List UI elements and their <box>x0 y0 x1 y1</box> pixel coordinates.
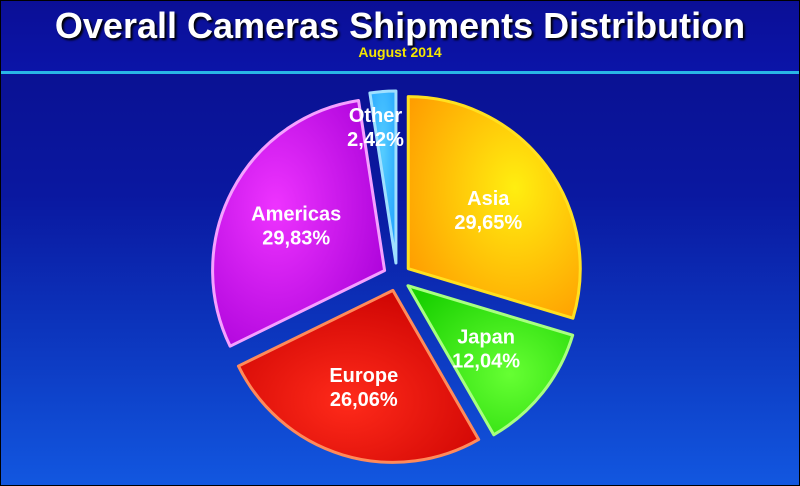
slice-label-other: Other 2,42% <box>347 105 404 151</box>
chart-title: Overall Cameras Shipments Distribution <box>54 5 746 46</box>
pie-slice-japan <box>406 284 575 437</box>
pie-slice-other <box>368 89 398 265</box>
pie-slice-asia <box>406 95 582 320</box>
chart-subtitle: August 2014 <box>358 44 442 60</box>
slice-name: Europe <box>329 365 398 387</box>
slice-name: Asia <box>467 188 510 210</box>
slice-label-japan: Japan 12,04% <box>452 327 520 373</box>
pie-slice-americas <box>211 99 387 348</box>
slice-label-americas: Americas 29,83% <box>251 203 341 249</box>
slice-name: Americas <box>251 203 341 225</box>
slice-value: 12,04% <box>452 351 520 373</box>
slice-value: 26,06% <box>330 389 398 411</box>
slice-label-europe: Europe 26,06% <box>329 365 398 411</box>
slice-name: Japan <box>457 327 515 349</box>
title-divider <box>1 71 799 74</box>
title-bar: Overall Cameras Shipments Distribution A… <box>1 1 799 72</box>
slice-label-asia: Asia 29,65% <box>454 188 522 234</box>
slice-name: Other <box>349 105 403 127</box>
slice-value: 29,83% <box>262 227 330 249</box>
pie-slice-europe <box>236 288 481 464</box>
slice-value: 2,42% <box>347 129 404 151</box>
slice-value: 29,65% <box>454 212 522 234</box>
